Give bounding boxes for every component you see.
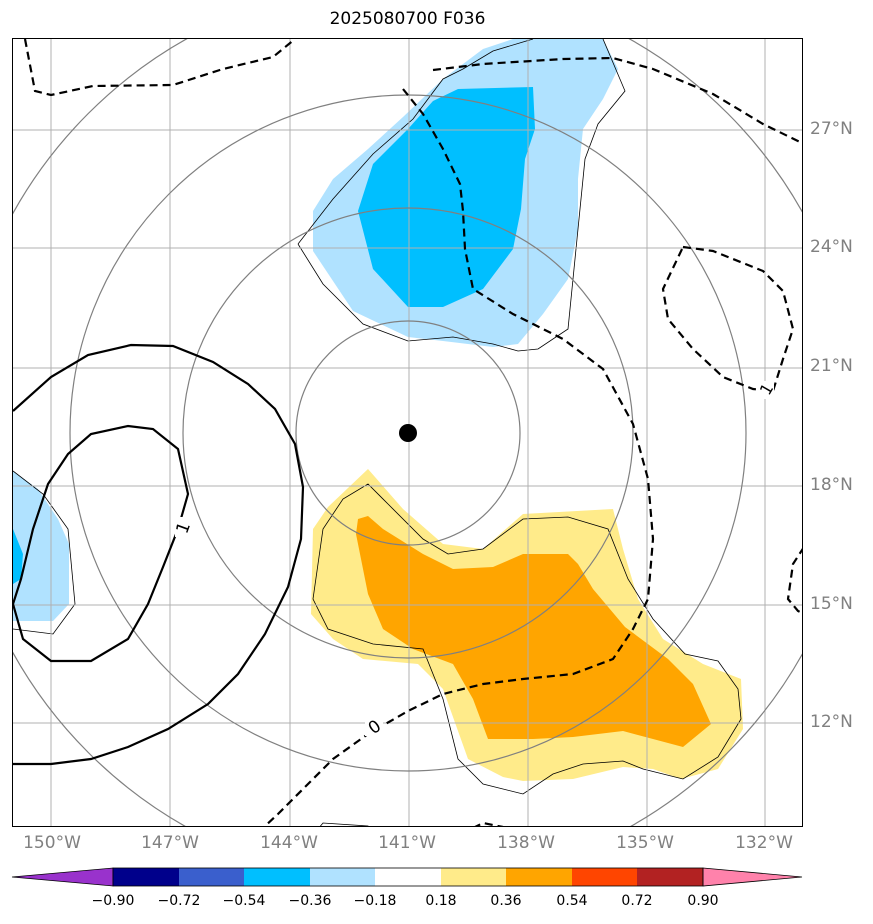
lon-label-135w: 135°W [616,833,674,853]
colorbar-bin [179,868,244,886]
lon-label-141w: 141°W [378,833,436,853]
lat-label-24n: 24°N [810,237,853,257]
map-panel: 0 1 1 [12,38,803,827]
solid-contours [13,343,305,766]
lat-label-27n: 27°N [810,119,853,139]
graticule [13,39,802,826]
colorbar-tick: −0.90 [91,893,135,909]
thin-outline-contours [13,39,742,826]
colorbar-tick: −0.18 [353,893,397,909]
colorbar [11,867,803,887]
colorbar-bin [375,868,441,886]
colorbar-tick: −0.72 [157,893,201,909]
lon-label-144w: 144°W [260,833,318,853]
colorbar-bin [244,868,310,886]
colorbar-bin [113,868,179,886]
storm-center-marker [399,424,417,442]
map-canvas: 0 1 1 [13,39,802,826]
deep-blue-region-north [358,87,535,307]
dashed-contours [23,39,802,826]
shaded-fields [13,39,743,781]
lon-label-132w: 132°W [735,833,793,853]
light-blue-region-west [13,471,69,621]
colorbar-bin [572,868,637,886]
lat-label-21n: 21°N [810,356,853,376]
colorbar-extend-high [702,867,803,887]
deep-blue-region-west [13,529,23,584]
lon-label-138w: 138°W [497,833,555,853]
colorbar-extend-low [11,867,114,887]
map-title: 2025080700 F036 [329,9,486,29]
contour-label-mask [758,381,774,399]
lon-label-150w: 150°W [23,833,81,853]
colorbar-tick: 0.90 [687,893,719,909]
contour-label-mask [175,517,191,537]
colorbar-tick: −0.36 [288,893,332,909]
colorbar-tick: −0.54 [222,893,266,909]
colorbar-tick: 0.18 [425,893,457,909]
lon-label-147w: 147°W [141,833,199,853]
colorbar-bin [637,868,703,886]
lat-label-18n: 18°N [810,475,853,495]
colorbar-bin [506,868,572,886]
colorbar-bin [310,868,375,886]
lat-label-15n: 15°N [810,594,853,614]
colorbar-bin [441,868,506,886]
colorbar-tick: 0.36 [490,893,522,909]
lat-label-12n: 12°N [810,712,853,732]
orange-region [356,516,711,747]
colorbar-tick: 0.54 [556,893,588,909]
contour-label-mask [365,716,383,736]
colorbar-tick: 0.72 [621,893,653,909]
colorbar-frame [112,867,704,887]
